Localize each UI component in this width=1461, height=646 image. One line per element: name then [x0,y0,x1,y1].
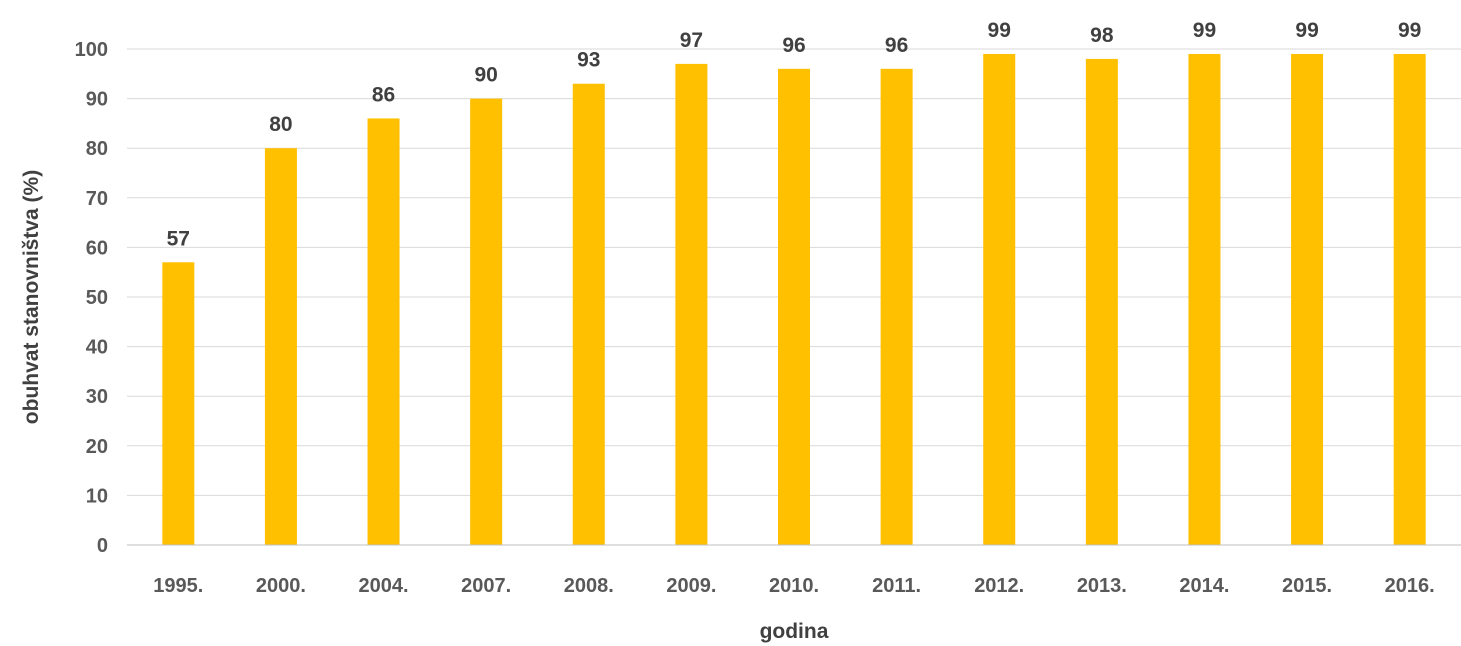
bar [572,83,605,545]
x-axis-title: godina [760,620,829,643]
bar [1188,53,1221,546]
x-tick-label: 2011. [872,575,921,597]
y-tick-label: 80 [86,138,108,160]
x-tick-label: 2012. [974,575,1024,597]
data-label: 57 [167,227,190,250]
data-label: 90 [474,64,497,87]
bar [1393,53,1426,546]
data-label: 99 [1295,19,1318,42]
y-tick-label: 10 [86,485,108,507]
data-label: 93 [577,49,600,72]
x-tick-label: 2016. [1385,575,1435,597]
x-tick-label: 2007. [461,575,511,597]
bar [778,68,810,545]
bar [880,68,913,545]
data-label: 99 [1193,19,1216,42]
bar [1085,58,1118,546]
x-tick-label: 1995. [153,575,203,597]
y-tick-label: 20 [86,436,108,458]
y-tick-label: 100 [75,39,108,61]
y-tick-label: 40 [86,337,108,359]
data-label: 99 [1398,19,1421,42]
data-labels: 57 80 86 90 93 97 96 96 99 98 99 99 99 [167,19,1422,250]
data-label: 86 [372,83,395,106]
x-tick-label: 2004. [359,575,409,597]
y-tick-label: 60 [86,237,108,259]
bars [162,53,1426,546]
x-tick-label: 2009. [666,575,716,597]
x-tick-label: 2010. [769,575,819,597]
bar [162,262,195,545]
y-axis-title: obuhvat stanovništva (%) [20,170,43,424]
bar [1291,53,1324,546]
y-tick-label: 70 [86,188,108,210]
data-label: 97 [680,29,703,52]
x-tick-labels: 1995. 2000. 2004. 2007. 2008. 2009. 2010. 2011.… [153,575,1434,597]
bar [470,98,503,545]
x-tick-label: 2000. [256,575,306,597]
bar [983,53,1016,546]
x-tick-label: 2014. [1179,575,1229,597]
x-tick-label: 2015. [1282,575,1332,597]
bar [675,63,708,545]
bar [264,148,297,545]
y-tick-label: 30 [86,386,108,408]
data-label: 96 [782,34,805,57]
y-tick-label: 90 [86,89,108,111]
y-tick-label: 0 [97,535,108,557]
y-tick-labels: 0 10 20 30 40 50 60 70 80 90 100 [75,39,108,557]
y-tick-label: 50 [86,287,108,309]
data-label: 98 [1090,24,1114,47]
data-label: 99 [988,19,1011,42]
data-label: 96 [885,34,908,57]
x-tick-label: 2013. [1077,575,1127,597]
bar [367,118,400,545]
data-label: 80 [269,113,292,136]
x-tick-label: 2008. [564,575,614,597]
